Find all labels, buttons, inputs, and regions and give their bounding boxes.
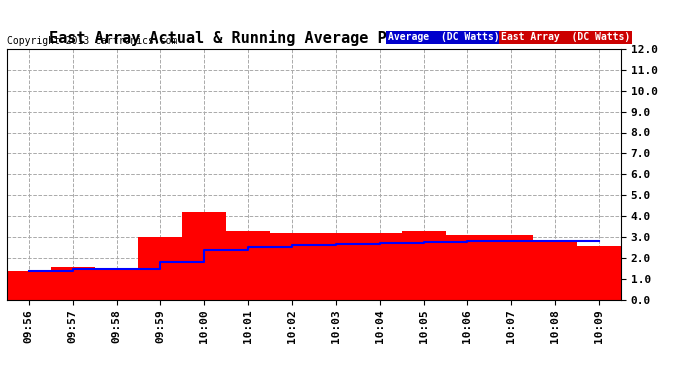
Bar bbox=[577, 246, 621, 300]
Bar bbox=[7, 271, 51, 300]
Text: Average  (DC Watts): Average (DC Watts) bbox=[388, 33, 500, 42]
Bar bbox=[314, 233, 358, 300]
Bar bbox=[182, 212, 226, 300]
Bar bbox=[402, 231, 446, 300]
Bar bbox=[489, 235, 533, 300]
Bar bbox=[270, 233, 314, 300]
Bar bbox=[51, 267, 95, 300]
Bar bbox=[226, 231, 270, 300]
Bar bbox=[95, 268, 139, 300]
Bar bbox=[533, 242, 577, 300]
Bar bbox=[446, 235, 489, 300]
Bar bbox=[358, 233, 402, 300]
Title: East Array Actual & Running Average Power Wed Dec 25 10:09: East Array Actual & Running Average Powe… bbox=[49, 30, 579, 46]
Text: Copyright 2013 Cartronics.com: Copyright 2013 Cartronics.com bbox=[7, 36, 177, 46]
Bar bbox=[139, 237, 182, 300]
Text: East Array  (DC Watts): East Array (DC Watts) bbox=[501, 33, 631, 42]
